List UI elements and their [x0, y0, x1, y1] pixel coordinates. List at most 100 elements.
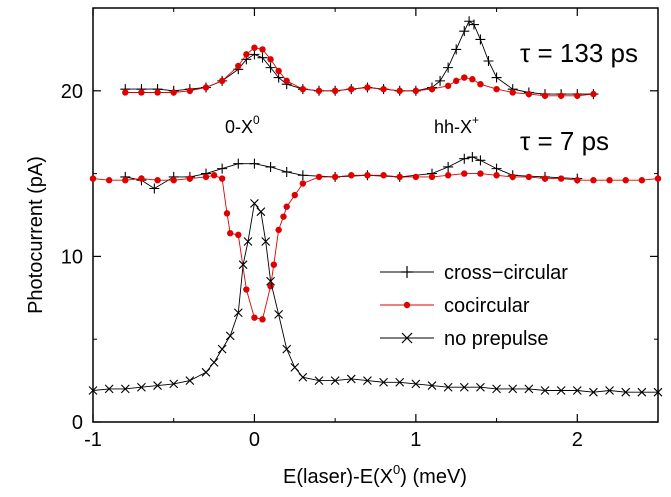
data-point [138, 89, 145, 96]
data-point [435, 75, 446, 86]
legend: cross−circular cocircular no prepulse [380, 262, 568, 350]
data-point [225, 331, 235, 341]
data-point [270, 261, 277, 268]
data-point [235, 62, 242, 70]
data-point [154, 177, 161, 184]
data-point [540, 386, 550, 395]
data-point [459, 153, 470, 164]
data-point [251, 314, 258, 321]
plot-frame [92, 7, 659, 423]
data-point [218, 175, 226, 182]
data-point [606, 177, 613, 184]
x-tick-label: 0 [249, 429, 260, 451]
data-point [283, 77, 290, 85]
data-point [299, 180, 307, 187]
data-point [275, 226, 282, 234]
tau-7-label: τ = 7 ps [520, 126, 609, 156]
legend-entry-cross-circular: cross−circular [380, 262, 568, 284]
data-point [223, 210, 231, 217]
data-point [282, 344, 292, 354]
data-point [493, 172, 500, 179]
data-point [453, 77, 460, 85]
data-point [238, 260, 248, 270]
data-point [459, 26, 470, 37]
legend-dot-marker [403, 301, 411, 309]
data-point [443, 161, 454, 172]
data-point [475, 34, 486, 45]
data-point [475, 155, 486, 166]
data-point [251, 44, 258, 51]
data-point [315, 173, 323, 181]
data-point [427, 381, 437, 390]
data-point [653, 387, 663, 397]
series-line [92, 173, 659, 320]
data-point [363, 376, 372, 385]
data-point [250, 199, 259, 208]
data-point [186, 87, 194, 95]
legend-plus-marker [401, 266, 413, 278]
data-point [412, 173, 420, 181]
data-point [477, 170, 484, 177]
data-point [541, 92, 549, 99]
data-point [243, 51, 250, 58]
data-point [170, 177, 177, 184]
data-point [209, 357, 219, 367]
data-point [346, 374, 356, 384]
data-point [283, 203, 290, 210]
data-point [169, 379, 179, 389]
data-point [202, 84, 210, 91]
x-axis-title: E(laser)-E(X0) (meV) [283, 462, 467, 488]
data-point [105, 177, 113, 184]
peak-label-0-x0: 0-X0 [225, 113, 260, 137]
data-point [638, 177, 646, 184]
data-point [259, 46, 266, 53]
legend-cross-marker [401, 332, 413, 344]
data-point [395, 377, 405, 387]
data-point [243, 237, 253, 246]
data-point [574, 92, 581, 99]
data-point [275, 67, 282, 75]
y-tick-label: 20 [61, 81, 83, 103]
data-point [266, 276, 275, 286]
legend-label-cocircular: cocircular [444, 295, 530, 317]
data-point [444, 172, 452, 179]
data-point [622, 177, 629, 184]
data-point [589, 387, 598, 397]
data-point [461, 74, 468, 81]
data-point [297, 170, 308, 181]
data-point [428, 85, 436, 93]
data-point [186, 175, 194, 182]
series-cocircular [89, 44, 662, 323]
data-point [291, 191, 298, 199]
data-point [261, 237, 271, 246]
legend-label-cross-circular: cross−circular [444, 262, 568, 284]
legend-label-no-prepulse: no prepulse [444, 328, 549, 350]
data-point [509, 173, 516, 181]
data-point [120, 384, 130, 394]
data-point [280, 213, 287, 220]
data-point [396, 87, 403, 95]
data-point [364, 172, 371, 179]
data-point [476, 382, 485, 392]
data-point [491, 163, 502, 174]
data-point [491, 72, 502, 83]
data-point [249, 158, 260, 169]
peak-label-hh-x-plus: hh-X+ [434, 113, 479, 137]
data-point [149, 183, 160, 194]
data-point [411, 379, 421, 389]
data-point [104, 384, 114, 394]
data-point [541, 175, 549, 182]
data-point [281, 166, 292, 177]
data-point [265, 161, 276, 172]
data-point [274, 309, 284, 319]
data-point [265, 62, 276, 73]
data-point [89, 175, 97, 182]
data-point [233, 158, 244, 169]
data-point [348, 172, 355, 179]
data-point [380, 172, 387, 179]
x-tick-label: -1 [84, 429, 102, 451]
data-point [256, 207, 266, 217]
data-point [267, 56, 274, 63]
data-point [331, 173, 339, 181]
